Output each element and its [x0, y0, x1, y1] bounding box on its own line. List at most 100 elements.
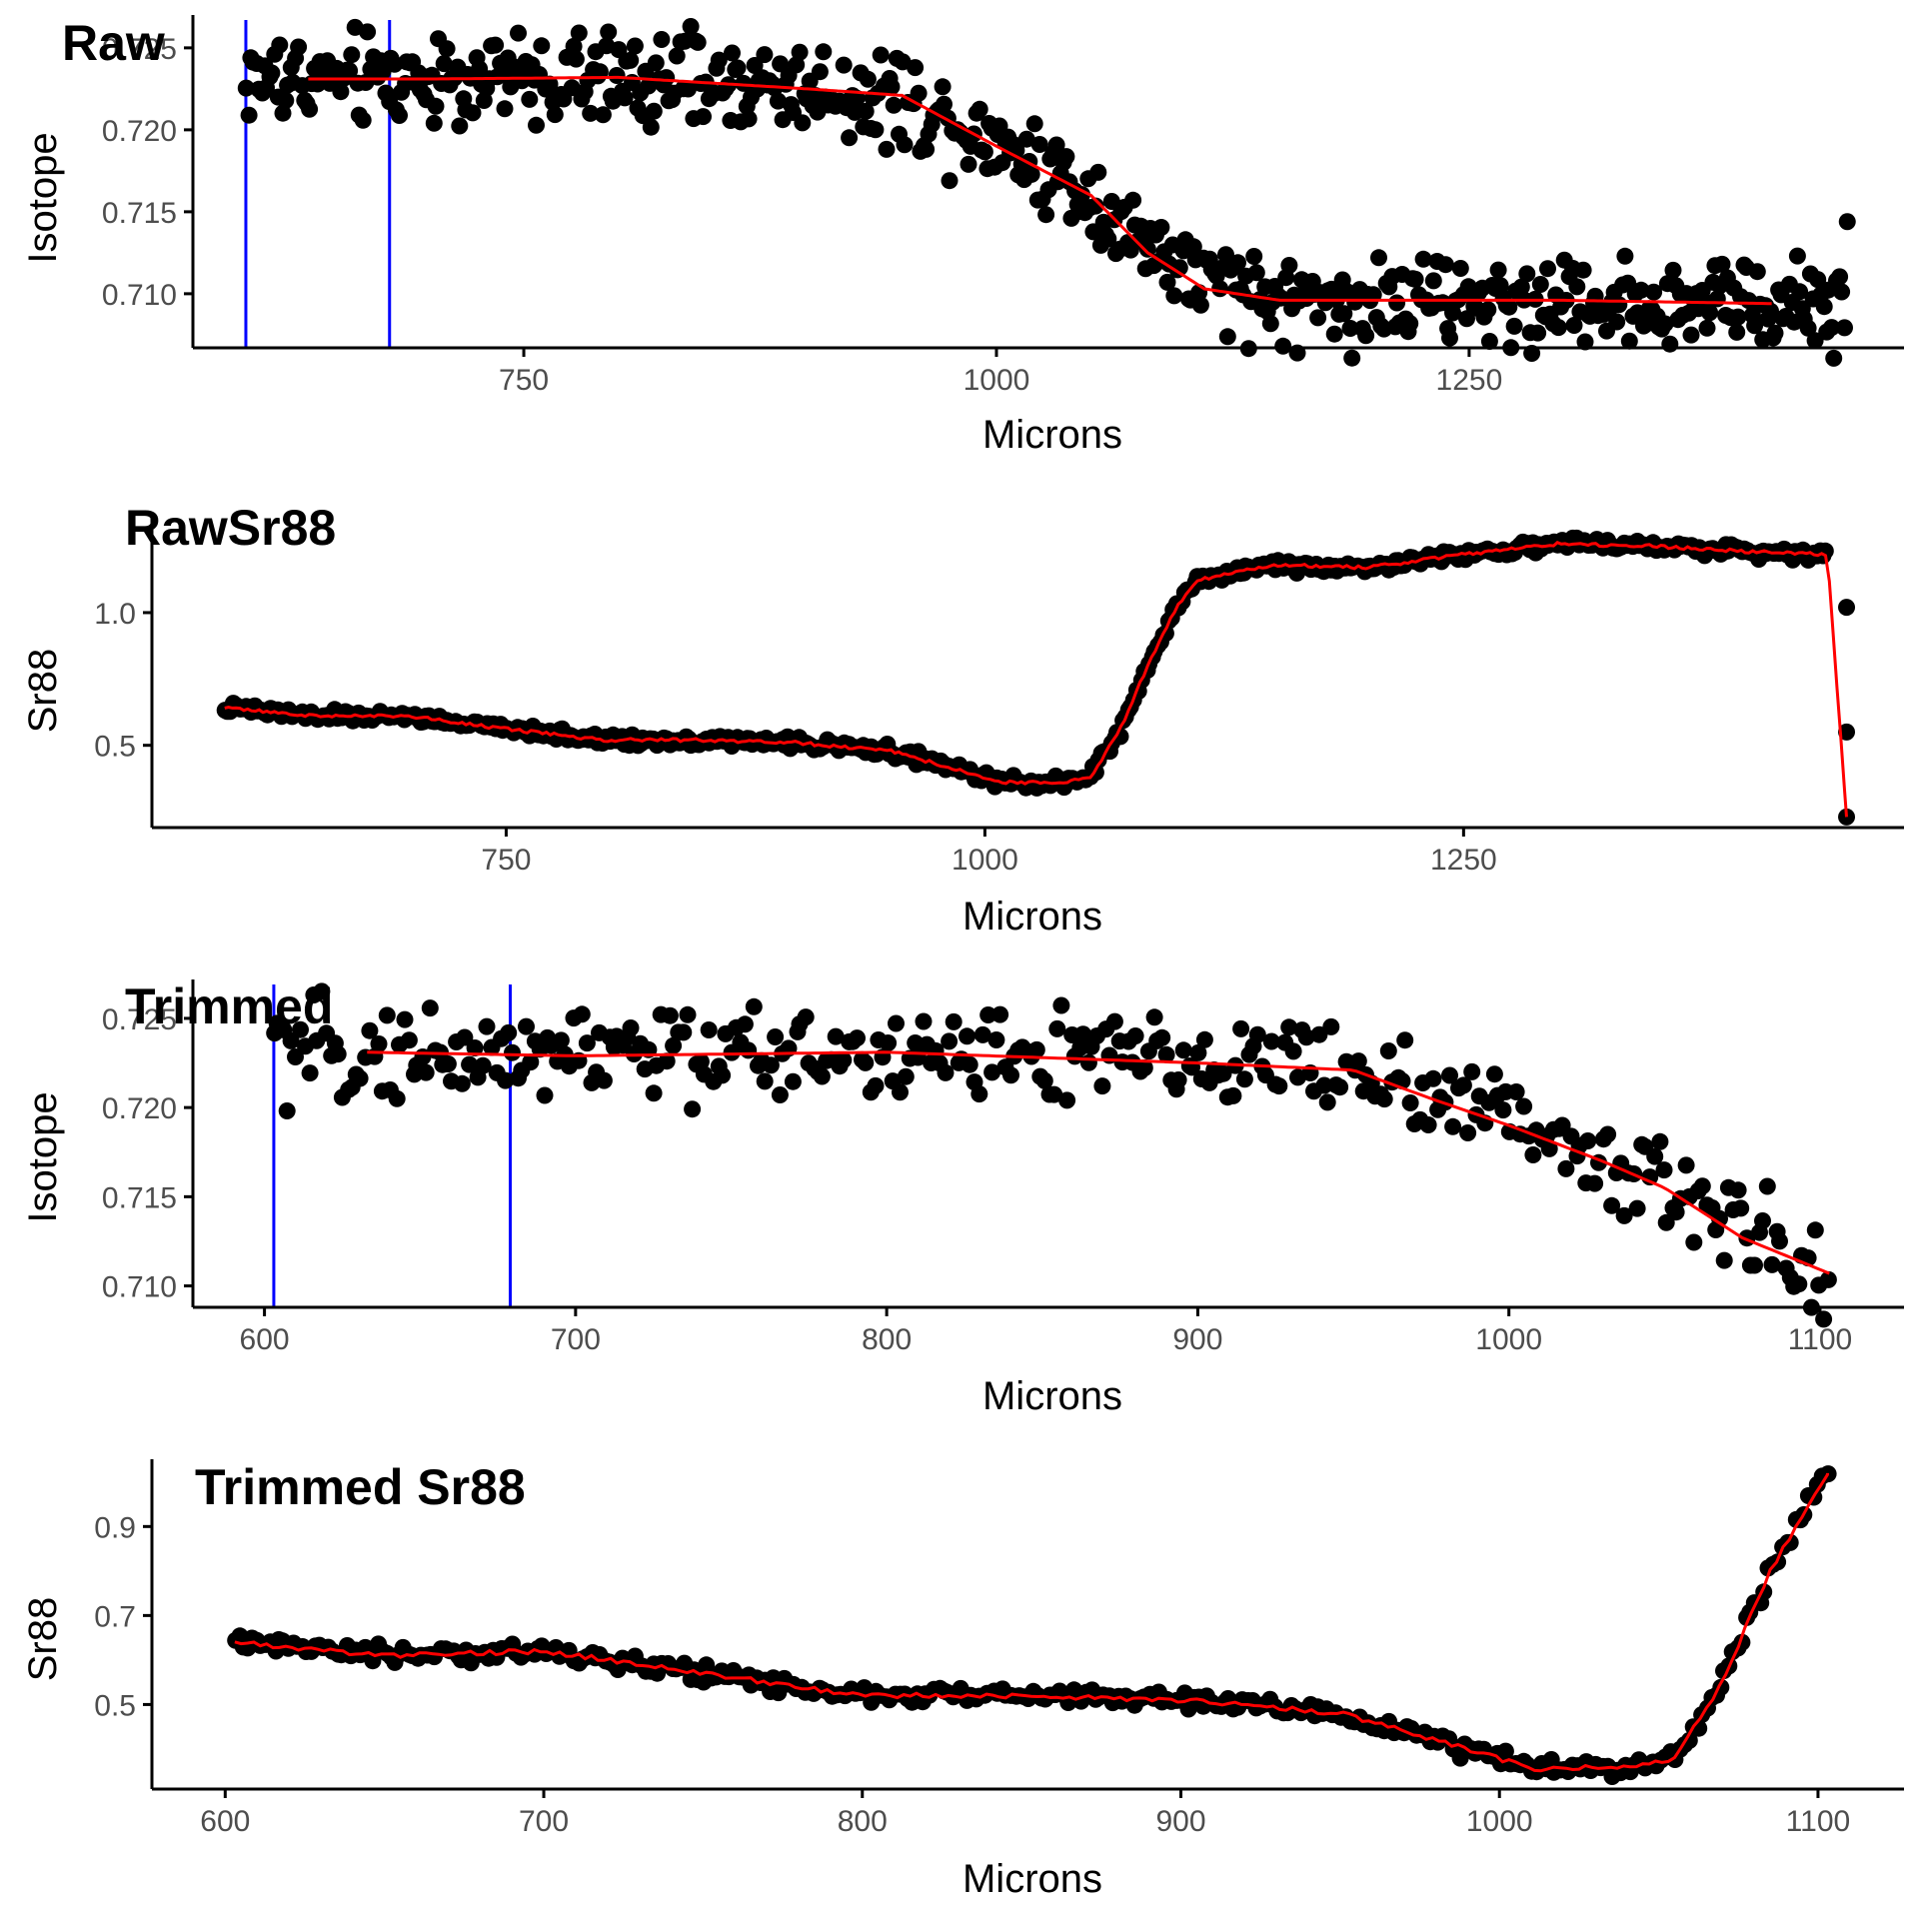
data-point — [351, 1069, 369, 1087]
data-point — [1274, 337, 1292, 355]
data-point — [427, 97, 445, 115]
data-point — [1335, 305, 1353, 323]
data-point — [1073, 186, 1090, 204]
data-point — [813, 1067, 831, 1085]
panel-title: Trimmed — [125, 978, 333, 1034]
data-point — [991, 1005, 1009, 1023]
data-point — [724, 44, 741, 62]
y-tick-label: 0.7 — [94, 1600, 136, 1633]
data-point — [1531, 276, 1549, 293]
data-point — [1341, 320, 1359, 337]
data-point — [1165, 287, 1183, 305]
smooth-line — [224, 540, 1848, 818]
data-point — [1610, 296, 1628, 314]
data-point — [1646, 1147, 1664, 1165]
data-point — [642, 118, 660, 136]
data-point — [1485, 1065, 1503, 1083]
x-tick-label: 1000 — [1475, 1323, 1542, 1356]
data-point — [1806, 332, 1824, 350]
data-point — [1441, 329, 1458, 347]
data-point — [1729, 1181, 1747, 1199]
data-point — [867, 1076, 885, 1094]
data-point — [1325, 325, 1343, 343]
data-point — [1682, 326, 1700, 344]
data-point — [1152, 219, 1170, 236]
data-point — [1436, 256, 1454, 274]
y-axis-title: Isotope — [21, 1091, 65, 1222]
data-point — [341, 62, 359, 80]
data-point — [1174, 1041, 1192, 1059]
data-point — [287, 1048, 304, 1065]
data-point — [1746, 1256, 1763, 1274]
data-point — [466, 1039, 484, 1056]
x-tick-label: 600 — [200, 1805, 250, 1838]
data-point — [616, 89, 634, 107]
data-point — [595, 1071, 613, 1089]
y-tick-label: 0.725 — [102, 1003, 177, 1036]
data-point — [684, 1100, 702, 1118]
smooth-line — [367, 1050, 1830, 1275]
data-point — [271, 36, 289, 54]
data-point — [1515, 1097, 1533, 1115]
data-point — [1494, 1101, 1512, 1119]
data-point — [1685, 1233, 1703, 1251]
panel-raw: 750 1000 1250 0.710 0.715 0.720 0.725 Microns Is… — [21, 15, 1904, 457]
data-point — [332, 83, 350, 101]
data-point — [391, 107, 408, 124]
data-point — [960, 155, 977, 173]
data-point — [1309, 309, 1327, 327]
data-point — [600, 23, 618, 41]
data-point — [710, 51, 728, 69]
data-point — [1746, 317, 1764, 335]
data-point — [665, 1036, 683, 1054]
data-point — [361, 1021, 379, 1039]
data-point — [1195, 1030, 1213, 1048]
data-point — [784, 1072, 802, 1090]
x-tick-label: 900 — [1155, 1805, 1205, 1838]
data-point — [500, 1023, 518, 1041]
data-point — [1111, 728, 1129, 746]
data-point — [1058, 1091, 1076, 1109]
data-point — [1379, 1042, 1397, 1059]
data-point — [695, 108, 712, 126]
data-point — [1099, 230, 1117, 248]
data-point — [1280, 257, 1298, 274]
data-point — [857, 1053, 875, 1071]
data-point — [910, 84, 928, 102]
smooth-line — [234, 1472, 1829, 1773]
x-axis-title: Microns — [963, 895, 1102, 939]
data-point — [626, 37, 644, 55]
data-point — [897, 1067, 915, 1085]
y-tick-label: 0.5 — [94, 731, 136, 764]
data-point — [1518, 265, 1536, 283]
data-point — [536, 1086, 554, 1104]
data-point — [1540, 1139, 1558, 1157]
x-tick-label: 750 — [499, 364, 549, 397]
data-point — [698, 1656, 716, 1674]
data-point — [496, 100, 514, 118]
data-point — [1838, 723, 1856, 741]
data-point — [970, 100, 988, 118]
data-point — [552, 1031, 570, 1049]
data-point — [1616, 247, 1634, 265]
data-point — [1512, 278, 1530, 296]
panel-trimmed-sr88: 600 700 800 900 1000 1100 0.5 0.7 0.9 Microns Sr88… — [21, 1459, 1904, 1901]
data-point — [1189, 1043, 1207, 1061]
data-point — [1022, 165, 1040, 183]
y-tick-label: 1.0 — [94, 598, 136, 631]
data-point — [278, 1102, 296, 1119]
data-point — [746, 57, 764, 74]
data-point — [1711, 1209, 1728, 1227]
data-point — [1586, 1174, 1604, 1192]
data-point — [1030, 136, 1048, 153]
data-point — [878, 140, 896, 158]
x-tick-label: 800 — [838, 1805, 888, 1838]
data-point — [1138, 240, 1156, 258]
x-tick-label: 900 — [1172, 1323, 1222, 1356]
data-point — [797, 1008, 815, 1026]
data-point — [1557, 1159, 1575, 1177]
data-point — [1748, 263, 1766, 281]
data-point — [645, 1084, 663, 1102]
data-point — [1809, 271, 1827, 289]
